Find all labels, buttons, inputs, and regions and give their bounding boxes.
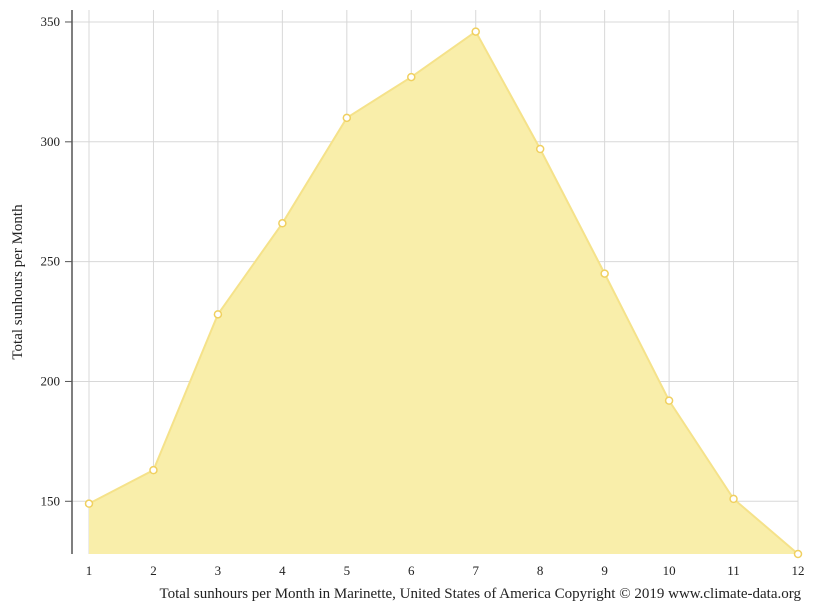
x-tick-label: 2: [150, 563, 157, 578]
data-point: [407, 72, 416, 82]
x-tick-label: 10: [663, 563, 676, 578]
x-tick-label: 6: [408, 563, 415, 578]
x-tick-label: 12: [792, 563, 805, 578]
x-tick-label: 1: [86, 563, 93, 578]
x-tick-label: 7: [472, 563, 479, 578]
x-tick-label: 9: [601, 563, 608, 578]
data-point: [149, 465, 158, 475]
series-line: [88, 30, 799, 555]
y-tick-label: 150: [41, 493, 61, 508]
data-point: [471, 27, 480, 36]
data-point: [84, 499, 94, 508]
x-tick-label: 11: [727, 563, 740, 578]
marker-layer: [84, 27, 803, 559]
data-point: [278, 219, 287, 228]
y-tick-label: 250: [41, 254, 61, 269]
data-point: [664, 396, 674, 405]
y-tick-label: 300: [41, 134, 61, 149]
x-tick-label: 5: [344, 563, 351, 578]
y-tick-label: 200: [41, 373, 61, 388]
data-point: [213, 310, 223, 319]
axis-layer: [65, 10, 73, 554]
area-fill: [89, 31, 798, 554]
data-point: [342, 113, 352, 123]
y-axis-title: Total sunhours per Month: [10, 204, 26, 360]
area-layer: [88, 30, 799, 555]
data-point: [729, 494, 738, 504]
x-tick-label: 3: [215, 563, 222, 578]
x-tick-label: 4: [279, 563, 286, 578]
y-tick-label: 350: [41, 14, 61, 29]
data-point: [600, 269, 609, 278]
x-tick-label: 8: [537, 563, 544, 578]
data-point: [793, 549, 803, 559]
data-point: [535, 144, 545, 154]
chart-caption: Total sunhours per Month in Marinette, U…: [160, 586, 802, 602]
